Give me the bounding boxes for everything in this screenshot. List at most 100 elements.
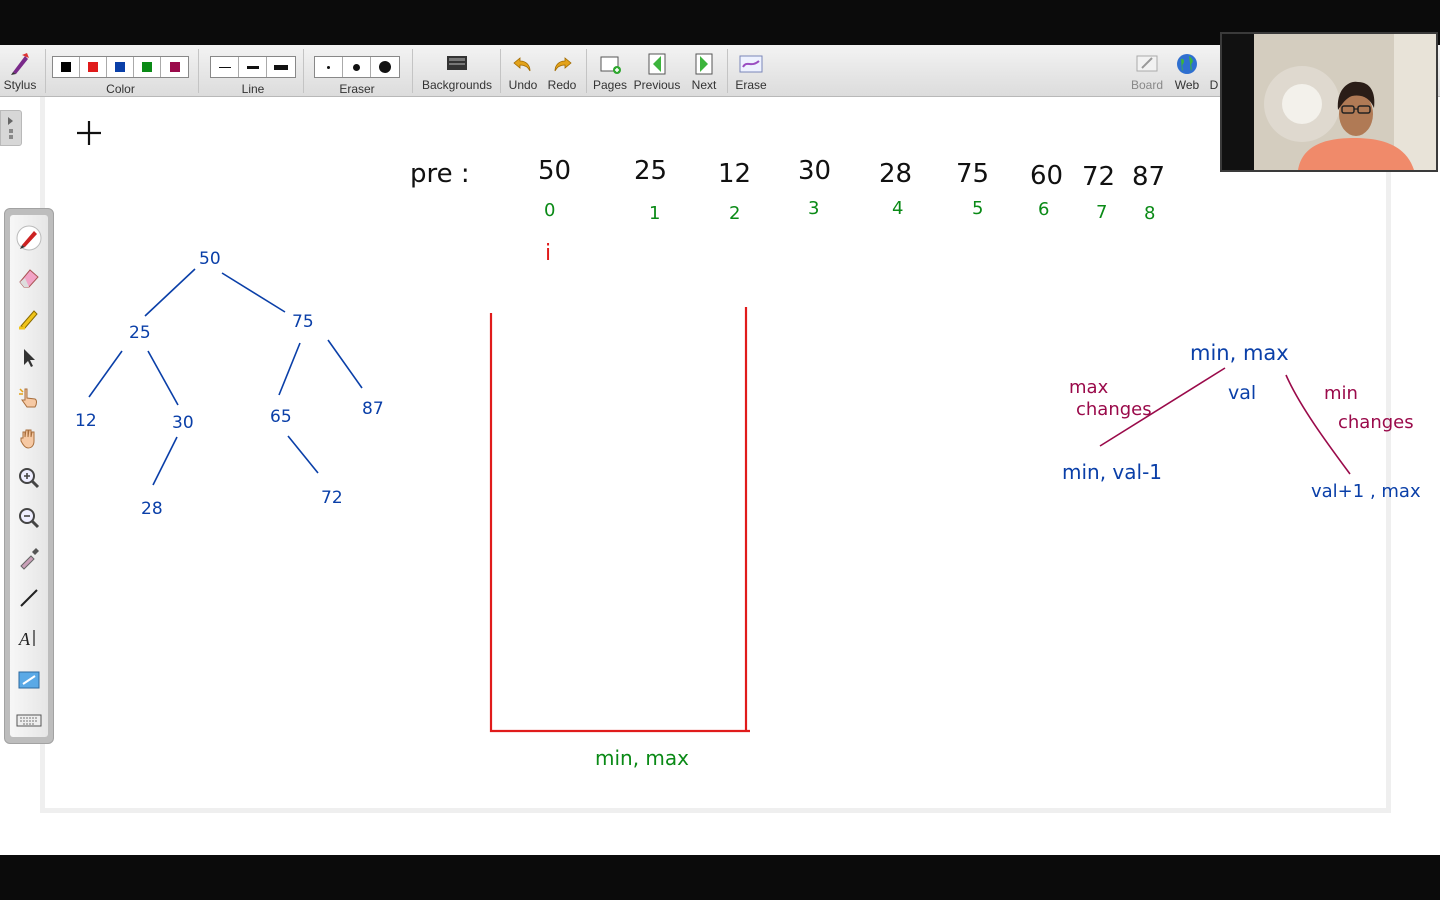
index-label: 0 — [544, 200, 555, 221]
more-tools-button[interactable]: D — [1209, 78, 1219, 92]
eraser-size-options — [314, 56, 400, 78]
line-thick[interactable] — [267, 57, 295, 77]
pointing-hand-icon — [19, 388, 37, 408]
next-page-button[interactable]: Next — [686, 45, 722, 97]
pre-label: pre : — [410, 159, 470, 189]
whiteboard-page[interactable] — [0, 97, 1440, 855]
zoom-in-icon — [19, 468, 40, 489]
separator — [500, 49, 501, 93]
redo-button[interactable]: Redo — [545, 45, 579, 97]
line-thin[interactable] — [211, 57, 239, 77]
eraser-small[interactable] — [315, 57, 343, 77]
range-child-right: val+1 , max — [1311, 481, 1421, 502]
backgrounds-icon — [444, 51, 470, 77]
pointer-i: i — [545, 241, 551, 266]
color-swatch-green[interactable] — [134, 57, 161, 77]
tree-node: 72 — [321, 488, 343, 508]
svg-text:A: A — [18, 629, 31, 649]
text-tool[interactable]: A — [14, 623, 44, 653]
eraser-medium[interactable] — [343, 57, 371, 77]
color-swatch-red[interactable] — [80, 57, 107, 77]
hand-icon — [20, 429, 35, 449]
color-swatch-maroon[interactable] — [161, 57, 188, 77]
pages-button[interactable]: Pages — [592, 45, 628, 97]
tree-node: 12 — [75, 411, 97, 431]
tree-node: 87 — [362, 399, 384, 419]
color-swatch-black[interactable] — [53, 57, 80, 77]
globe-icon — [1174, 51, 1200, 77]
array-value: 12 — [718, 159, 751, 189]
keyboard-icon — [16, 714, 42, 727]
erase-button[interactable]: Erase — [733, 45, 769, 97]
webcam-video-tile[interactable] — [1220, 32, 1438, 172]
color-swatches — [52, 56, 189, 78]
index-label: 2 — [729, 203, 740, 224]
keyboard-tool[interactable] — [14, 705, 44, 735]
crosshair-cursor-icon — [77, 121, 101, 145]
web-button[interactable]: Web — [1170, 45, 1204, 97]
pan-tool[interactable] — [14, 423, 44, 453]
next-page-icon — [691, 51, 717, 77]
bst-nodes: 50 25 75 12 30 65 87 28 72 — [75, 249, 384, 519]
index-label: 6 — [1038, 199, 1049, 220]
screen-capture-icon — [18, 671, 40, 689]
pen-tool[interactable] — [14, 223, 44, 253]
stylus-tool[interactable]: Stylus — [2, 45, 38, 97]
eraser-size-picker[interactable]: Eraser — [314, 45, 400, 97]
stack-box — [489, 307, 750, 733]
zoom-out-icon — [19, 508, 40, 529]
color-picker[interactable]: Color — [50, 45, 191, 97]
previous-page-button[interactable]: Previous — [633, 45, 681, 97]
eraser-large[interactable] — [371, 57, 399, 77]
line-width-options — [210, 56, 296, 78]
range-note: changes — [1338, 412, 1414, 433]
undo-button[interactable]: Undo — [506, 45, 540, 97]
array-value: 30 — [798, 156, 831, 186]
zoom-out-tool[interactable] — [14, 503, 44, 533]
highlighter-icon — [19, 310, 38, 330]
tree-node: 50 — [199, 249, 221, 269]
range-val: val — [1228, 382, 1256, 404]
index-label: 5 — [972, 198, 983, 219]
pointer-tool[interactable] — [14, 383, 44, 413]
zoom-in-tool[interactable] — [14, 463, 44, 493]
index-label: 8 — [1144, 203, 1155, 224]
select-tool[interactable] — [14, 343, 44, 373]
board-button[interactable]: Board — [1128, 45, 1166, 97]
whiteboard-drawing: pre : 50 25 12 30 28 75 60 72 87 0 1 2 3… — [75, 121, 1421, 770]
array-value: 87 — [1132, 162, 1165, 192]
index-label: 1 — [649, 203, 660, 224]
previous-page-icon — [644, 51, 670, 77]
range-child-left: min, val-1 — [1062, 460, 1162, 484]
range-note: max — [1069, 377, 1109, 398]
drawing-tools-panel: A — [4, 208, 54, 744]
color-swatch-blue[interactable] — [107, 57, 134, 77]
text-icon: A — [18, 629, 35, 649]
stylus-icon — [7, 51, 33, 77]
color-picker-tool[interactable] — [14, 543, 44, 573]
index-label: 4 — [892, 198, 903, 219]
bst-edges — [88, 268, 363, 486]
index-label: 7 — [1096, 202, 1107, 223]
board-icon — [1134, 51, 1160, 77]
line-width-picker[interactable]: Line — [210, 45, 296, 97]
backgrounds-button[interactable]: Backgrounds — [420, 45, 494, 97]
eraser-tool[interactable] — [14, 263, 44, 293]
presenter-video-image — [1254, 34, 1436, 170]
array-value: 72 — [1082, 162, 1115, 192]
array-value: 60 — [1030, 161, 1063, 191]
screen-capture-tool[interactable] — [14, 665, 44, 695]
erase-icon — [738, 51, 764, 77]
page-list-toggle[interactable] — [0, 110, 22, 146]
pages-icon — [597, 51, 623, 77]
top-black-bar — [0, 0, 1440, 45]
line-tool[interactable] — [14, 583, 44, 613]
separator — [586, 49, 587, 93]
highlighter-tool[interactable] — [14, 303, 44, 333]
separator — [727, 49, 728, 93]
separator — [198, 49, 199, 93]
tree-node: 75 — [292, 312, 314, 332]
line-medium[interactable] — [239, 57, 267, 77]
index-label: 3 — [808, 198, 819, 219]
stack-caption: min, max — [595, 746, 689, 770]
